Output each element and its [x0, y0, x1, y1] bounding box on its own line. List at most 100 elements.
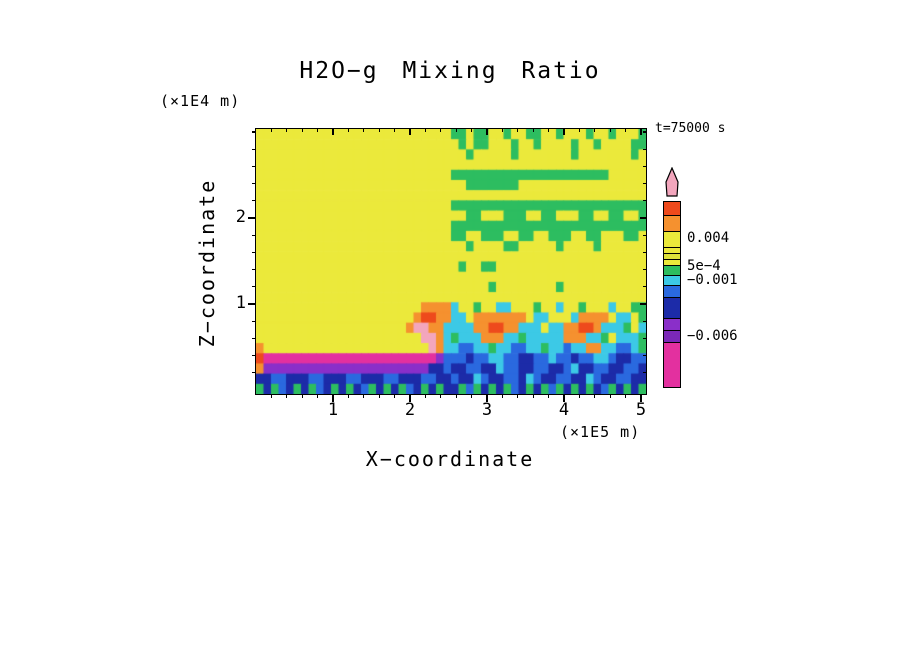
- axis-tick: [547, 129, 550, 132]
- axis-tick: [248, 303, 256, 305]
- y-tick-label: 2: [235, 207, 246, 227]
- colorbar-segment: [664, 247, 680, 253]
- axis-tick: [455, 394, 457, 398]
- axis-tick: [643, 286, 646, 288]
- axis-tick: [332, 129, 334, 135]
- axis-tick: [363, 394, 365, 398]
- colorbar-segment: [664, 297, 680, 318]
- colorbar-segment: [664, 330, 680, 342]
- y-tick-label: 1: [235, 293, 246, 313]
- chart-title: H2O−g Mixing Ratio: [299, 58, 601, 84]
- axis-tick: [252, 251, 256, 254]
- axis-tick: [286, 129, 288, 132]
- axis-tick: [578, 394, 581, 398]
- axis-tick: [624, 394, 627, 398]
- colorbar-segment: [664, 215, 680, 231]
- axis-tick: [332, 394, 334, 402]
- axis-tick: [563, 394, 565, 402]
- axis-tick: [252, 148, 256, 150]
- axis-tick: [624, 129, 627, 132]
- axis-tick: [486, 129, 488, 135]
- axis-tick: [409, 129, 411, 135]
- axis-tick: [378, 394, 380, 398]
- axis-tick: [347, 129, 350, 132]
- colorbar-segment: [664, 231, 680, 247]
- y-axis-title: Z−coordinate: [195, 178, 219, 348]
- axis-tick: [455, 129, 457, 132]
- axis-tick: [252, 337, 256, 340]
- colorbar-segment: [664, 342, 680, 387]
- axis-tick: [252, 131, 256, 133]
- colorbar-segment: [664, 275, 680, 285]
- axis-tick: [501, 129, 504, 132]
- x-tick-label: 1: [327, 400, 339, 420]
- axis-tick: [252, 165, 256, 168]
- axis-tick: [609, 394, 611, 398]
- axis-tick: [547, 394, 550, 398]
- axis-tick: [252, 372, 256, 374]
- axis-tick: [440, 394, 442, 398]
- axis-tick: [517, 129, 519, 132]
- axis-tick: [594, 129, 596, 132]
- axis-tick: [643, 165, 646, 168]
- colorbar-segment: [664, 285, 680, 297]
- colorbar-segment: [664, 318, 680, 330]
- colorbar: [663, 166, 681, 388]
- axis-tick: [301, 129, 303, 132]
- axis-tick: [643, 200, 646, 202]
- axis-tick: [643, 148, 646, 150]
- axis-tick: [363, 129, 365, 132]
- axis-tick: [643, 182, 646, 185]
- axis-tick: [470, 129, 473, 132]
- axis-tick: [643, 337, 646, 340]
- axis-tick: [563, 129, 565, 135]
- axis-tick: [643, 320, 646, 322]
- axis-tick: [316, 129, 319, 132]
- x-tick-label: 5: [635, 400, 647, 420]
- axis-tick: [532, 394, 534, 398]
- colorbar-arrow-icon: [665, 166, 679, 197]
- axis-tick: [378, 129, 380, 132]
- axis-tick: [643, 372, 646, 374]
- axis-tick: [301, 394, 303, 398]
- time-annotation: t=75000 s: [655, 121, 726, 136]
- axis-tick: [252, 200, 256, 202]
- axis-tick: [393, 394, 396, 398]
- axis-tick: [270, 129, 273, 132]
- colorbar-segment: [664, 202, 680, 215]
- axis-tick: [470, 394, 473, 398]
- axis-tick: [640, 129, 642, 135]
- axis-tick: [409, 394, 411, 402]
- axis-tick: [440, 129, 442, 132]
- axis-tick: [286, 394, 288, 398]
- axis-tick: [643, 354, 646, 357]
- axis-tick: [252, 234, 256, 236]
- axis-tick: [609, 129, 611, 132]
- plot-frame: 1 2 3 4 5 1 2: [236, 128, 647, 420]
- axis-tick: [643, 131, 646, 133]
- axis-tick: [486, 394, 488, 402]
- x-axis-unit-label: (×1E5 m): [560, 423, 641, 441]
- axis-tick: [393, 129, 396, 132]
- axis-tick: [640, 217, 646, 219]
- colorbar-arrow-shape: [665, 166, 679, 197]
- colorbar-level-label: 5e−4: [687, 258, 721, 274]
- axis-tick: [270, 394, 273, 398]
- x-tick-label: 2: [404, 400, 416, 420]
- x-tick-label: 4: [558, 400, 570, 420]
- heatmap-canvas: [256, 129, 646, 394]
- axis-tick: [578, 129, 581, 132]
- colorbar-level-label: 0.004: [687, 230, 730, 246]
- axis-tick: [532, 129, 534, 132]
- axis-tick: [643, 234, 646, 236]
- axis-tick: [501, 394, 504, 398]
- x-axis-title: X−coordinate: [365, 447, 535, 471]
- axis-tick: [424, 394, 427, 398]
- x-tick-label: 3: [481, 400, 493, 420]
- axis-tick: [640, 394, 642, 402]
- axis-tick: [252, 268, 256, 271]
- colorbar-body: [663, 201, 681, 388]
- axis-tick: [640, 303, 646, 305]
- axis-tick: [517, 394, 519, 398]
